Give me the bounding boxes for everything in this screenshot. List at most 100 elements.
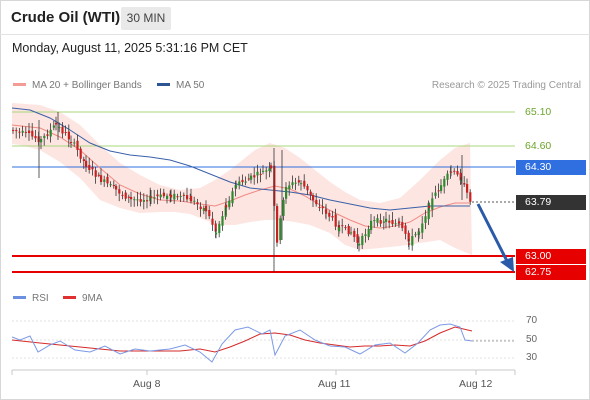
candle-body <box>55 122 58 125</box>
bollinger-swatch <box>13 82 26 86</box>
candle-body <box>440 185 443 191</box>
candle-body <box>309 191 312 196</box>
candle-body <box>325 209 328 214</box>
candle-body <box>244 181 247 183</box>
candle-body <box>88 164 91 170</box>
legend-bollinger: MA 20 + Bollinger Bands <box>13 80 142 92</box>
candle-body <box>424 216 427 223</box>
candle-body <box>265 170 268 172</box>
candle-body <box>379 220 382 224</box>
candle-body <box>247 178 250 180</box>
forecast-arrow-head <box>500 257 514 272</box>
candle-body <box>146 200 149 202</box>
candle-body <box>176 196 179 198</box>
candle-body <box>238 181 241 186</box>
candle-body <box>358 243 361 246</box>
candle-body <box>398 221 401 224</box>
candle-body <box>364 234 367 236</box>
candle-body <box>196 202 199 205</box>
legend-rsi: RSI <box>13 293 49 305</box>
candle-body <box>303 180 306 187</box>
candle-body <box>443 178 446 187</box>
candle-body <box>228 200 231 208</box>
candle-body <box>149 195 152 201</box>
research-credit: Research © 2025 Trading Central <box>431 80 581 91</box>
rsi-label: RSI <box>32 293 49 304</box>
candle-body <box>282 199 285 216</box>
candle-body <box>466 184 469 193</box>
candle-body <box>450 171 453 173</box>
candle-body <box>214 223 217 232</box>
candle-body <box>453 170 456 172</box>
candle-body <box>109 184 112 186</box>
candle-body <box>52 125 55 128</box>
candle-body <box>46 134 49 136</box>
candle-body <box>82 159 85 161</box>
x-label-aug8: Aug 8 <box>133 378 161 390</box>
candle-body <box>115 185 118 190</box>
candle-body <box>79 148 82 159</box>
candle-body <box>205 205 208 212</box>
candle-body <box>218 223 221 233</box>
timeframe-badge[interactable]: 30 MIN <box>121 7 171 30</box>
x-label-aug11: Aug 11 <box>318 378 351 390</box>
candle-body <box>446 173 449 180</box>
candle-body <box>67 131 70 140</box>
candle-body <box>331 216 334 218</box>
candle-body <box>353 230 356 238</box>
ma50-swatch <box>157 82 170 86</box>
candle-body <box>136 199 139 201</box>
candle-body <box>202 208 205 211</box>
candle-body <box>182 194 185 196</box>
candle-body <box>28 130 31 134</box>
candle-body <box>268 168 271 171</box>
candle-body <box>221 216 224 226</box>
candle-body <box>58 127 61 129</box>
candle-body <box>173 193 176 200</box>
candle-body <box>356 234 359 243</box>
header-divider <box>0 34 590 35</box>
candle-body <box>24 131 27 133</box>
candle-body <box>382 221 385 223</box>
candle-body <box>318 206 321 208</box>
support-1-tag: 63.00 <box>516 249 586 264</box>
candle-body <box>142 199 145 202</box>
rsi-line <box>11 323 473 363</box>
candle-body <box>215 232 218 235</box>
candle-body <box>373 220 376 222</box>
candle-body <box>428 205 431 208</box>
candle-body <box>112 184 115 187</box>
rsi-tick-50: 50 <box>526 334 538 345</box>
candle-body <box>130 196 133 200</box>
candle-body <box>91 167 94 170</box>
candle-body <box>118 189 121 194</box>
candle-body <box>388 220 391 223</box>
legend-9ma: 9MA <box>63 293 103 305</box>
candle-body <box>235 185 238 187</box>
candle-body <box>153 197 156 199</box>
candle-body <box>460 180 463 182</box>
candle-body <box>159 194 162 198</box>
candle-body <box>434 192 437 196</box>
candle-body <box>288 185 291 190</box>
candle-body <box>408 243 411 245</box>
rsi-ma-line <box>11 326 473 353</box>
candle-body <box>70 141 73 143</box>
candle-body <box>139 199 142 202</box>
candle-body <box>40 138 43 143</box>
candle-body <box>106 176 109 184</box>
candle-body <box>297 180 300 183</box>
candle-body <box>385 218 388 222</box>
candle-body <box>100 175 103 182</box>
candle-body <box>94 170 97 177</box>
candle-body <box>231 191 234 204</box>
candle-body <box>225 204 228 208</box>
candle-body <box>166 195 169 200</box>
candle-body <box>347 225 350 235</box>
candle-body <box>361 235 364 246</box>
timestamp: Monday, August 11, 2025 5:31:16 PM CET <box>12 41 248 55</box>
candle-body <box>61 126 64 134</box>
candle-body <box>285 186 288 199</box>
candle-body <box>211 218 214 225</box>
